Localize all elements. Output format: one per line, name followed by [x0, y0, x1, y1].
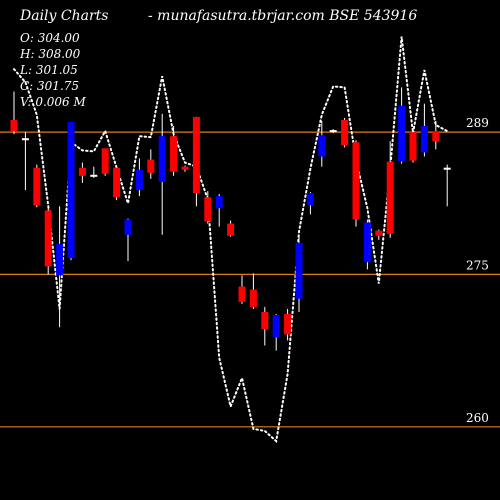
candle-body [78, 167, 86, 176]
dotted-price-line [13, 36, 449, 444]
candle [386, 141, 394, 238]
candle-body [409, 132, 417, 161]
candle [420, 103, 428, 157]
candle [33, 164, 41, 208]
candle-body [67, 121, 75, 259]
candle [90, 166, 98, 178]
candle-body [124, 219, 132, 235]
candle-body [341, 119, 349, 146]
candle-body [432, 131, 440, 142]
candle [124, 218, 132, 262]
horizontal-levels [0, 131, 500, 428]
candle-body [90, 174, 98, 177]
candle [44, 208, 52, 275]
dotted-line-series [13, 36, 449, 444]
candle [249, 273, 257, 309]
candle-body [386, 161, 394, 234]
candle [398, 87, 406, 164]
chart-title: Daily Charts [19, 8, 108, 24]
candle [341, 117, 349, 148]
ohlc-close: C: 301.75 [20, 79, 79, 93]
candle [101, 148, 109, 176]
candle [443, 164, 451, 207]
ohlc-open: O: 304.00 [20, 31, 80, 45]
candle [181, 165, 189, 172]
candle [158, 113, 166, 235]
candle [78, 162, 86, 183]
candle [204, 191, 212, 224]
candle-body [295, 242, 303, 299]
ohlc-volume: V: 0.006 M [20, 95, 86, 109]
candle [352, 140, 360, 227]
candle [10, 91, 18, 135]
candle [432, 120, 440, 150]
candle-body [352, 142, 360, 220]
candle-body [113, 167, 121, 198]
candle-body [375, 230, 383, 236]
candle-body [181, 166, 189, 170]
candle-body [158, 136, 166, 182]
candle [363, 219, 371, 270]
y-tick-labels: 289 275 260 [466, 116, 489, 425]
candle-body [33, 167, 41, 206]
candles-group [10, 87, 451, 351]
candle-body [261, 311, 269, 330]
candle [56, 206, 64, 328]
y-tick-label: 275 [466, 258, 489, 272]
candle-body [272, 315, 280, 338]
candle-body [192, 116, 200, 194]
candle [318, 120, 326, 167]
candle-body [420, 126, 428, 153]
candle-body [227, 223, 235, 236]
candle-body [306, 193, 314, 206]
candle [170, 126, 178, 176]
candle [238, 275, 246, 304]
candle [135, 158, 143, 197]
candle-body [204, 197, 212, 222]
candle [329, 129, 337, 134]
candle [227, 220, 235, 237]
candle-body [443, 167, 451, 170]
candle [192, 116, 200, 207]
candle-body [398, 105, 406, 162]
candle [306, 192, 314, 215]
candle-body [249, 289, 257, 307]
candle [113, 166, 121, 201]
candle-body [101, 148, 109, 174]
candle [272, 314, 280, 351]
ohlc-high: H: 308.00 [19, 47, 81, 61]
y-tick-label: 260 [466, 411, 489, 425]
ohlc-low: L: 301.05 [19, 63, 78, 77]
candle-body [56, 243, 64, 276]
candle [295, 234, 303, 312]
candle [409, 130, 417, 163]
candle-body [238, 286, 246, 302]
candle-body [44, 210, 52, 267]
candle [21, 132, 29, 191]
candle-body [318, 135, 326, 157]
candle-body [363, 222, 371, 263]
y-tick-label: 289 [466, 116, 489, 130]
candle [261, 306, 269, 346]
candle-body [170, 136, 178, 172]
candle [215, 194, 223, 227]
chart-source: - munafasutra.tbrjar.com BSE 543916 [148, 8, 417, 24]
candle-body [147, 159, 155, 173]
candle-body [215, 196, 223, 209]
candle-body [135, 169, 143, 191]
candle-body [329, 130, 337, 133]
candle [147, 149, 155, 179]
candle-body [284, 314, 292, 335]
candle [375, 229, 383, 240]
candle [67, 121, 75, 261]
candle-body [10, 119, 18, 132]
candle-body [21, 138, 29, 141]
candle [284, 308, 292, 341]
